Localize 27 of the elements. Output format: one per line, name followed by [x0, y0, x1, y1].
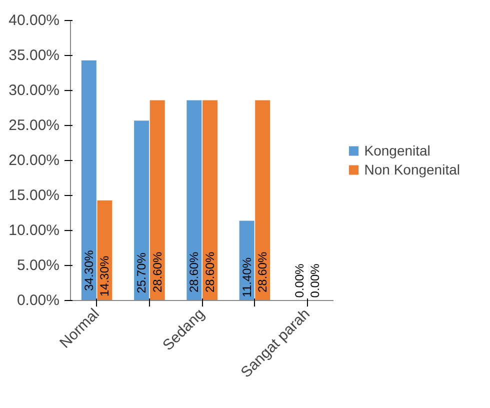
bar [202, 100, 218, 300]
bar [186, 100, 202, 300]
data-label: 0.00% [292, 263, 306, 298]
y-tick-label: 25.00% [8, 117, 60, 134]
legend-label: Non Kongenital [364, 162, 460, 178]
data-label: 28.60% [150, 251, 164, 292]
data-label: 14.30% [98, 255, 112, 296]
y-tick-label: 30.00% [8, 82, 60, 99]
y-tick-label: 40.00% [8, 12, 60, 29]
bar [255, 100, 270, 300]
bar [134, 120, 150, 300]
data-label: 0.00% [308, 263, 322, 298]
data-label: 28.60% [256, 251, 270, 292]
bar [81, 60, 96, 300]
data-label: 28.60% [202, 251, 217, 292]
y-tick-label: 10.00% [8, 222, 60, 239]
data-label: 11.40% [240, 257, 254, 298]
y-tick-label: 0.00% [16, 292, 60, 309]
data-label: 34.30% [82, 250, 96, 291]
bar [150, 100, 165, 300]
data-label: 25.70% [134, 252, 149, 294]
y-tick-label: 35.00% [8, 47, 60, 64]
y-tick-label: 15.00% [8, 187, 60, 204]
legend-label: Kongenital [364, 142, 430, 158]
data-label: 28.60% [187, 251, 202, 292]
y-tick-label: 5.00% [16, 257, 60, 274]
y-tick-label: 20.00% [8, 152, 60, 169]
